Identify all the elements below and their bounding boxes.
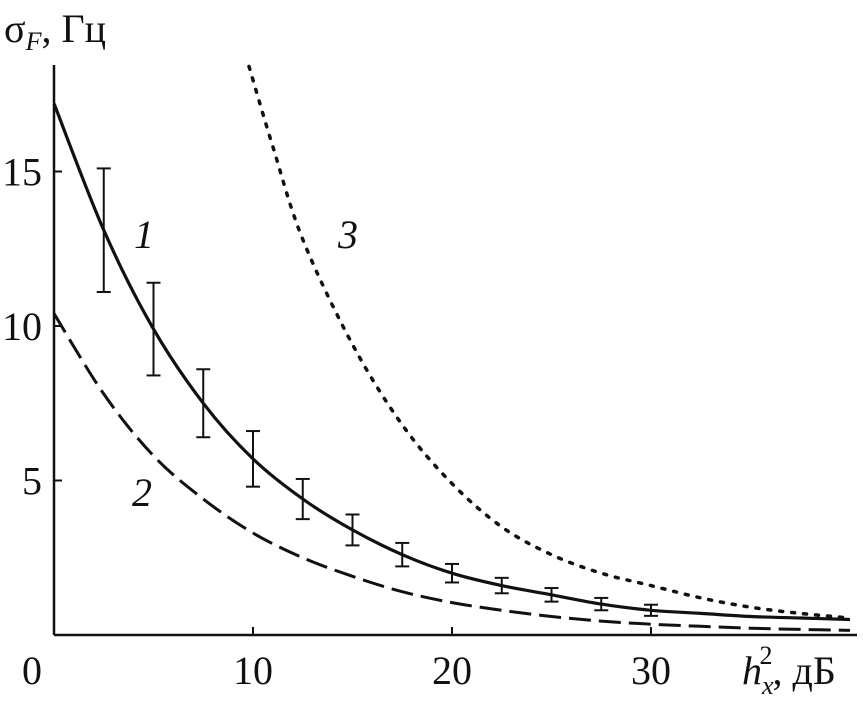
x-axis-title-unit: , дБ xyxy=(773,648,836,693)
y-tick-label: 5 xyxy=(22,459,42,504)
errorbar xyxy=(196,368,211,439)
errorbar xyxy=(594,596,609,612)
errorbar xyxy=(96,167,111,294)
x-tick-label: 30 xyxy=(631,648,671,693)
curve-labels: 1 2 3 xyxy=(132,212,358,515)
y-axis-title-unit: , Гц xyxy=(41,6,106,51)
series-3-label: 3 xyxy=(337,212,358,257)
y-axis-title: σF, Гц xyxy=(4,6,106,56)
x-axis-title-sub: x xyxy=(761,671,774,700)
errorbar xyxy=(345,513,360,547)
errorbar xyxy=(295,477,310,521)
errorbar xyxy=(544,587,559,603)
series-2-line xyxy=(52,312,851,632)
series-3-line xyxy=(247,64,852,620)
errorbar xyxy=(494,576,509,595)
x-axis-title: hx2, дБ xyxy=(742,641,836,700)
x-tick-label: 0 xyxy=(22,648,42,693)
errorbar xyxy=(644,603,658,617)
y-tick-label: 10 xyxy=(2,304,42,349)
errorbar-layer xyxy=(96,167,658,617)
errorbar xyxy=(146,281,161,377)
y-tick-label: 15 xyxy=(2,150,42,195)
series-2-label: 2 xyxy=(132,470,152,515)
errorbar xyxy=(395,541,410,568)
tick-labels: 0 10 20 30 5 10 15 xyxy=(2,150,671,694)
errorbar xyxy=(246,430,260,488)
x-tick-label: 10 xyxy=(233,648,273,693)
series-layer xyxy=(52,64,852,632)
x-axis-title-sup: 2 xyxy=(760,641,773,670)
x-tick-label: 20 xyxy=(432,648,472,693)
series-1-line xyxy=(52,102,851,622)
y-axis-title-sub: F xyxy=(25,27,43,56)
errorbar xyxy=(445,562,459,584)
axes xyxy=(52,65,857,637)
series-1-label: 1 xyxy=(134,212,154,257)
